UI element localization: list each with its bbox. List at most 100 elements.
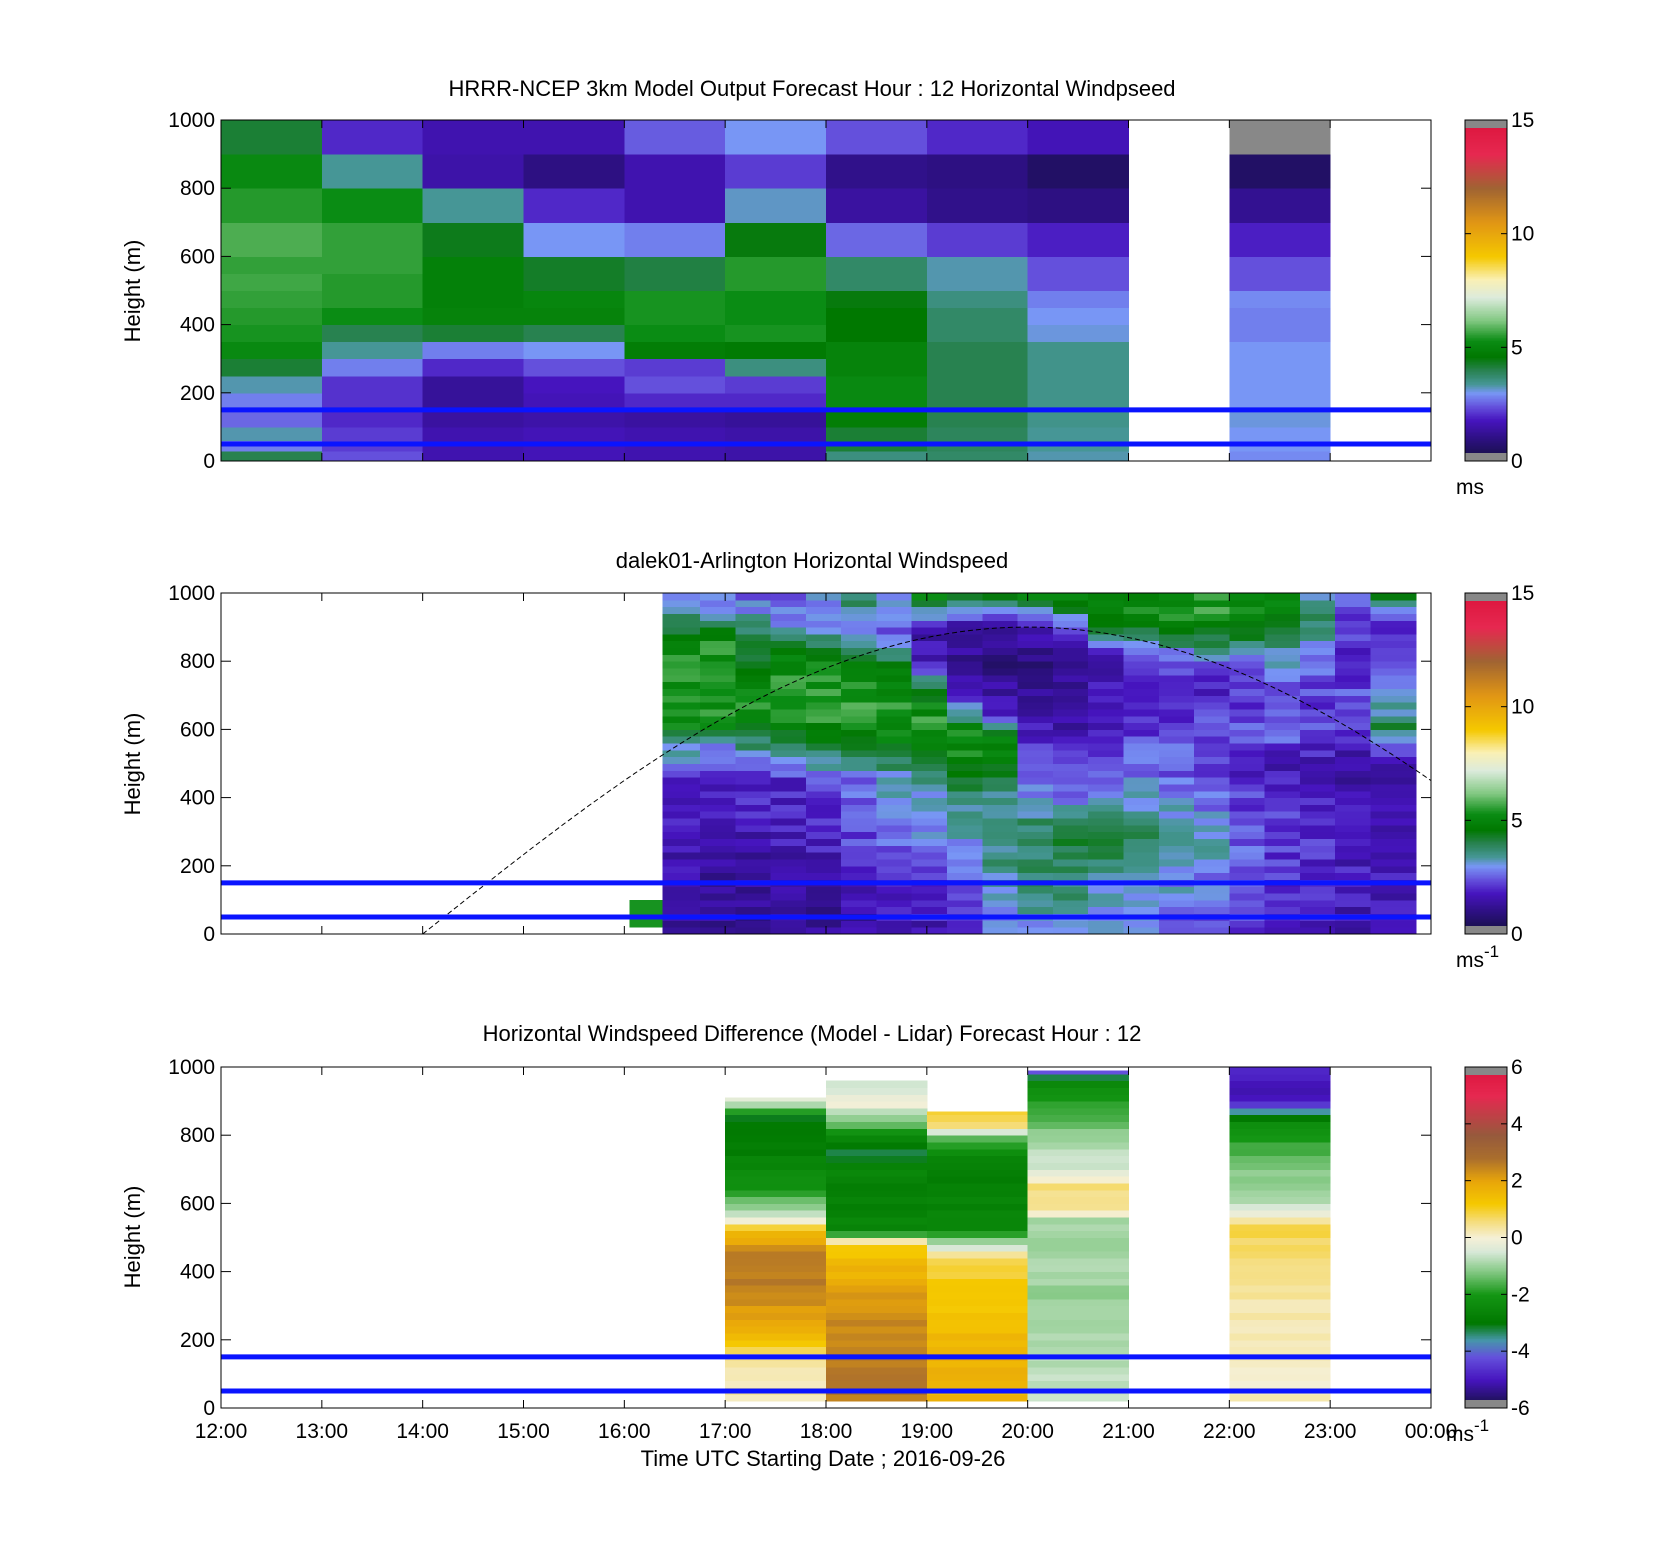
heatmap-cell <box>770 790 807 799</box>
heatmap-cell <box>725 1107 827 1116</box>
heatmap-cell <box>1052 899 1089 908</box>
heatmap-cell <box>699 920 736 928</box>
heatmap-cell <box>826 1080 928 1088</box>
colorbar-swatch <box>1465 152 1507 155</box>
heatmap-cell <box>876 927 913 935</box>
heatmap-cell <box>1123 831 1160 840</box>
colorbar-swatch <box>1465 732 1507 735</box>
heatmap-cell <box>1370 613 1417 621</box>
heatmap-cell <box>770 845 807 853</box>
heatmap-cell <box>523 222 625 257</box>
colorbar-swatch <box>1465 164 1507 167</box>
heatmap-cell <box>662 818 701 826</box>
heatmap-cell <box>1194 756 1230 764</box>
heatmap-cell <box>1229 593 1266 601</box>
heatmap-cell <box>1158 668 1195 676</box>
heatmap-cell <box>770 811 807 819</box>
colorbar-swatch <box>1465 216 1507 219</box>
heatmap-cell <box>770 640 807 649</box>
heatmap-cell <box>1370 606 1417 614</box>
heatmap-cell <box>770 818 807 826</box>
colorbar-swatch <box>1465 384 1507 387</box>
heatmap-cell <box>1299 899 1336 908</box>
heatmap-cell <box>1229 770 1266 778</box>
colorbar-swatch <box>1465 1329 1507 1332</box>
colorbar-swatch <box>1465 1331 1507 1334</box>
colorbar-swatch <box>1465 159 1507 162</box>
heatmap-cell <box>1229 845 1266 853</box>
heatmap-cell <box>1370 756 1417 764</box>
heatmap-cell <box>1017 790 1054 799</box>
colorbar-swatch <box>1465 245 1507 248</box>
colorbar-swatch <box>1465 451 1507 454</box>
heatmap-cell <box>911 668 948 676</box>
heatmap-cell <box>221 324 323 343</box>
heatmap-cell <box>1370 852 1417 860</box>
heatmap-cell <box>805 770 842 778</box>
heatmap-cell <box>826 1346 928 1354</box>
colorbar-swatch <box>1465 884 1507 887</box>
colorbar-swatch <box>1465 706 1507 709</box>
colorbar-swatch <box>1465 311 1507 314</box>
heatmap-cell <box>1299 790 1336 799</box>
heatmap-cell <box>876 838 913 846</box>
heatmap-cell <box>1017 729 1054 737</box>
colorbar-swatch <box>1465 250 1507 253</box>
heatmap-cell <box>911 852 948 860</box>
heatmap-cell <box>1370 845 1417 853</box>
heatmap-cell <box>1299 613 1336 621</box>
heatmap-cell <box>1017 756 1054 764</box>
colorbar-swatch <box>1465 742 1507 745</box>
colorbar-swatch <box>1465 210 1507 213</box>
heatmap-cell <box>911 818 948 826</box>
colorbar-swatch <box>1465 179 1507 182</box>
colorbar-swatch <box>1465 806 1507 809</box>
colorbar-swatch <box>1465 786 1507 789</box>
heatmap-cell <box>911 790 948 799</box>
heatmap-cell <box>662 763 701 771</box>
heatmap-cell <box>947 695 983 703</box>
colorbar-swatch <box>1465 1129 1507 1132</box>
heatmap-cell <box>1088 906 1124 915</box>
heatmap-cell <box>805 613 842 621</box>
heatmap-cell <box>911 620 948 628</box>
heatmap-cell <box>1264 763 1301 771</box>
heatmap-cell <box>947 920 983 928</box>
colorbar-swatch <box>1465 1173 1507 1176</box>
heatmap-cell <box>725 1367 827 1375</box>
colorbar-swatch <box>1465 175 1507 178</box>
heatmap-cell <box>926 1257 1029 1266</box>
heatmap-cell <box>947 906 983 915</box>
heatmap-cell <box>1194 790 1230 799</box>
colorbar-swatch <box>1465 655 1507 658</box>
heatmap-cell <box>1264 688 1301 696</box>
heatmap-cell <box>911 613 948 621</box>
heatmap-cell <box>1052 668 1089 676</box>
heatmap-cell <box>1370 654 1417 662</box>
heatmap-cell <box>1264 893 1301 901</box>
heatmap-cell <box>735 811 772 819</box>
heatmap-cell <box>725 1278 827 1286</box>
heatmap-cell <box>1123 790 1160 799</box>
heatmap-cell <box>1017 640 1054 649</box>
colorbar-swatch <box>1465 922 1507 925</box>
colorbar-swatch <box>1465 1095 1507 1098</box>
heatmap-cell <box>947 872 983 880</box>
heatmap-cell <box>1158 743 1195 751</box>
colorbar-swatch <box>1465 1186 1507 1189</box>
heatmap-cell <box>947 681 983 689</box>
heatmap-cell <box>1088 893 1124 901</box>
heatmap-cell <box>1194 899 1230 908</box>
heatmap-cell <box>805 852 842 860</box>
heatmap-cell <box>1335 729 1371 737</box>
heatmap-cell <box>805 756 842 764</box>
colorbar-swatch <box>1465 730 1507 733</box>
heatmap-cell <box>1158 756 1195 764</box>
colorbar-swatch <box>1465 1133 1507 1136</box>
colorbar-swatch <box>1465 370 1507 373</box>
colorbar-swatch <box>1465 392 1507 395</box>
colorbar-swatch <box>1465 1210 1507 1213</box>
colorbar-swatch <box>1465 1112 1507 1115</box>
x-tick-label: 14:00 <box>396 1420 449 1443</box>
heatmap-cell <box>1299 804 1336 812</box>
